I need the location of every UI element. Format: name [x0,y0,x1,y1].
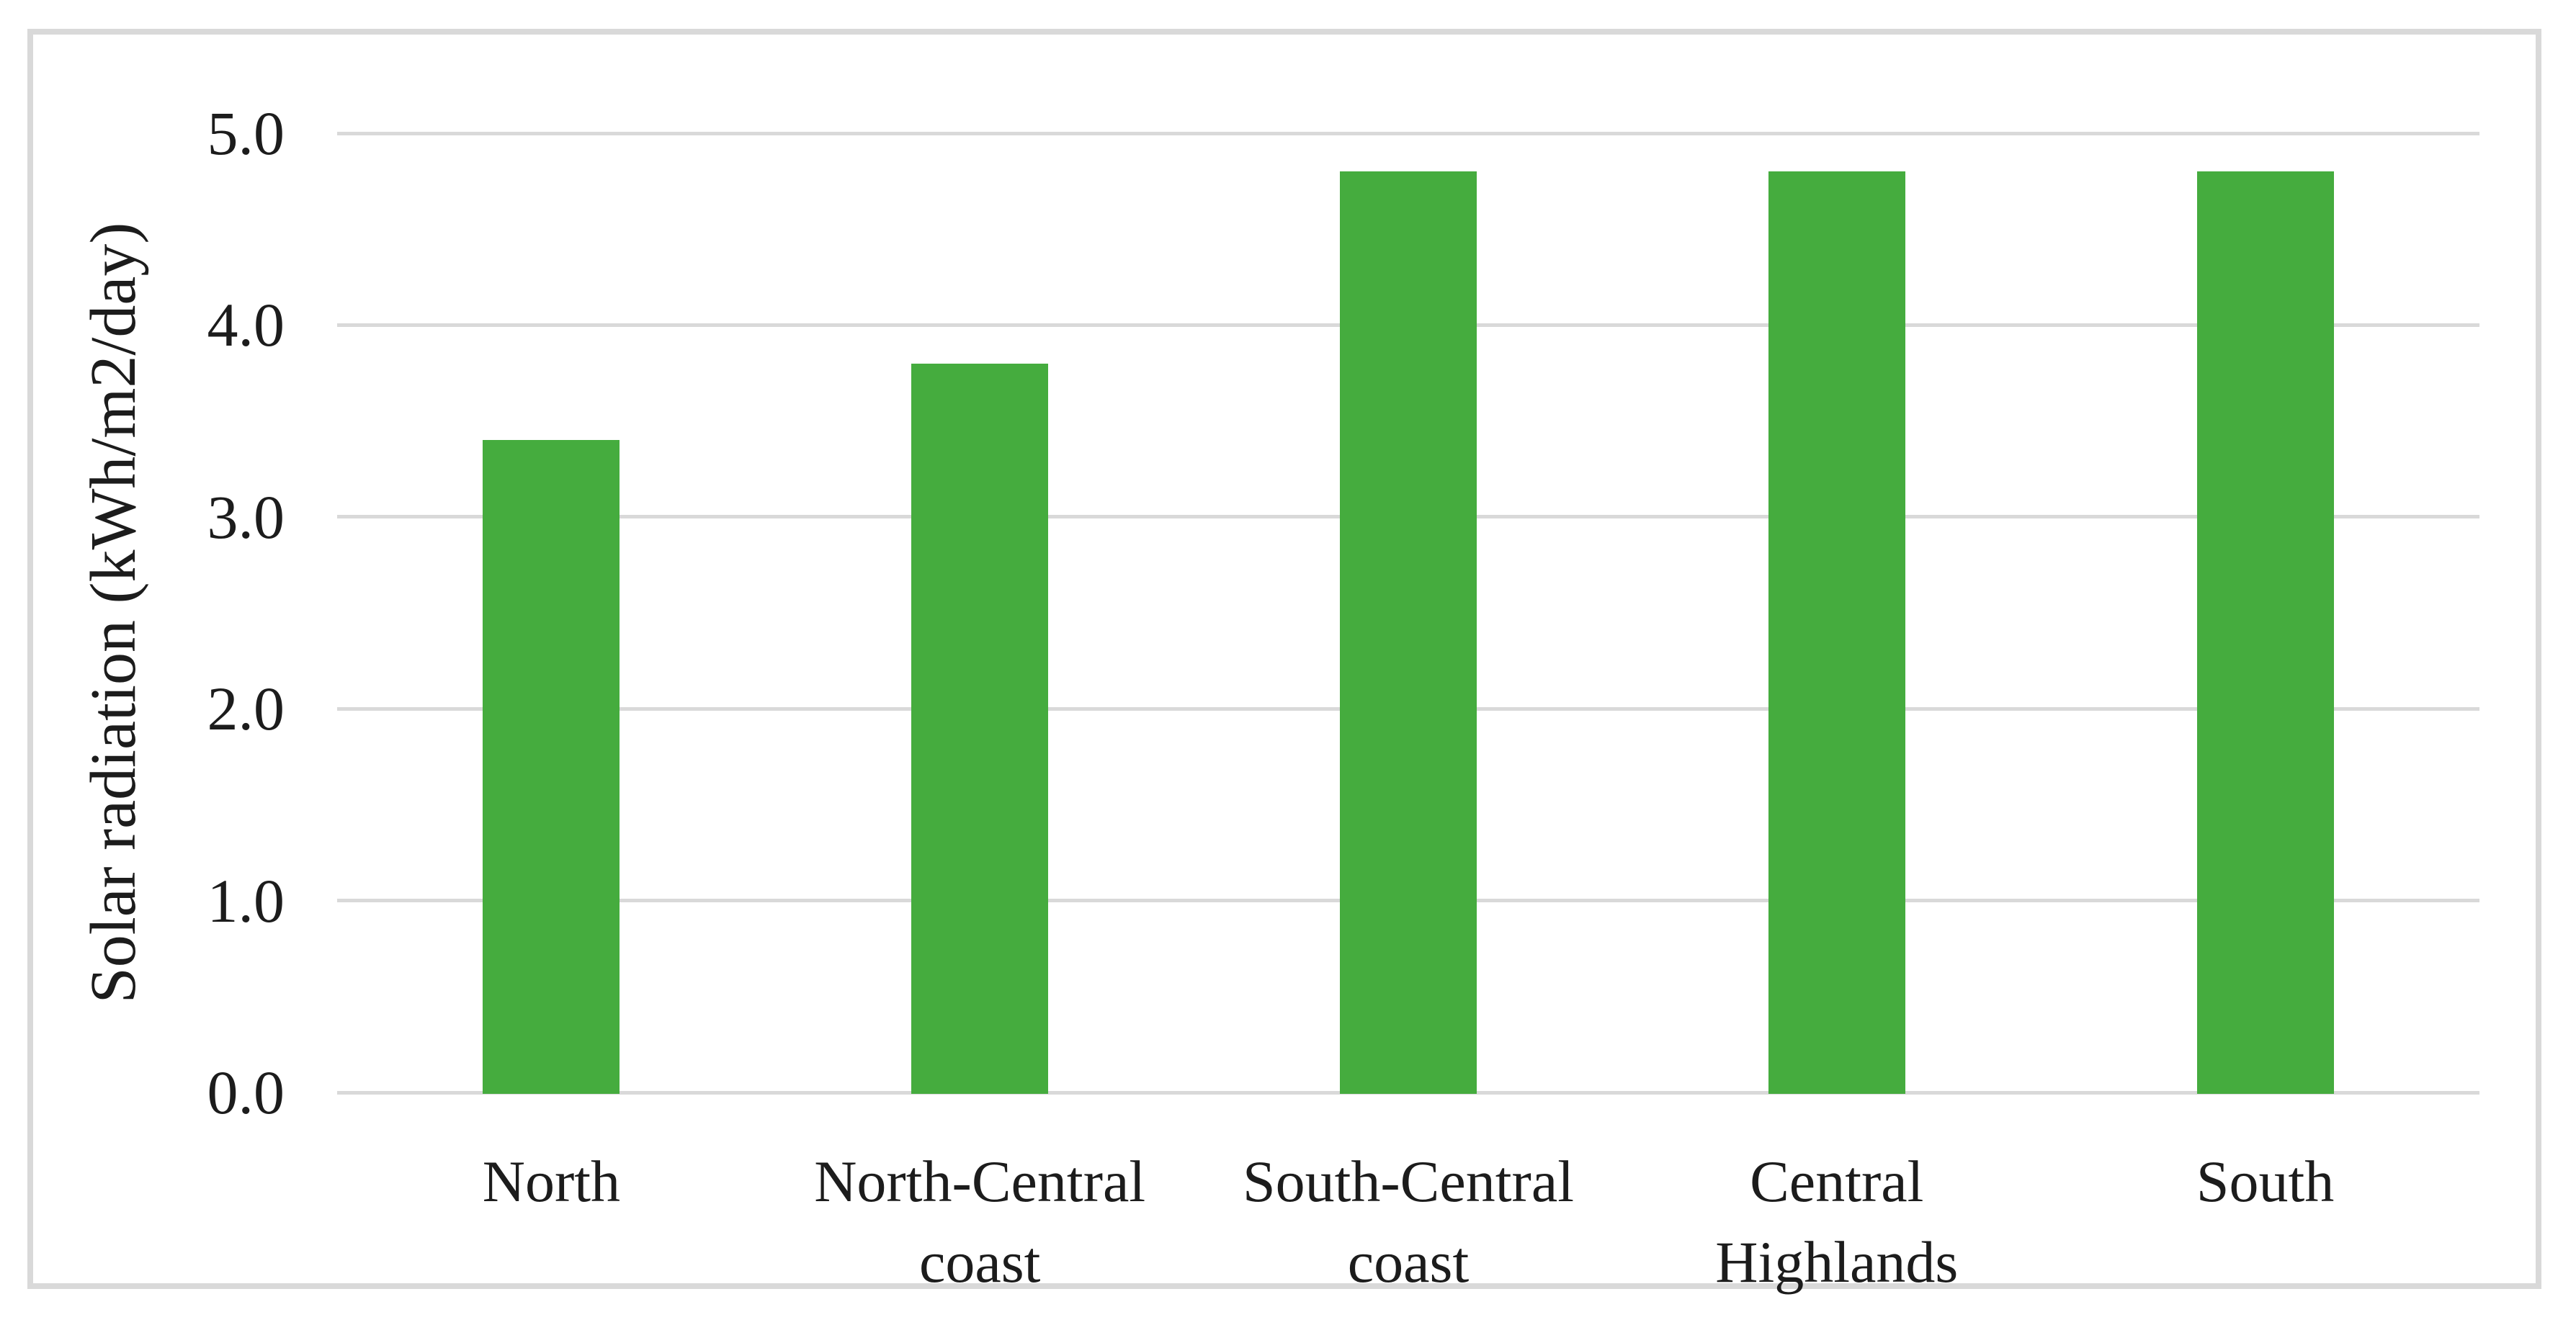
y-tick-label: 0.0 [207,1058,285,1127]
x-category-label-line: coast [918,1229,1041,1295]
bar-south [2196,171,2334,1095]
y-tick-label: 2.0 [207,674,285,744]
x-category-label: South [2028,1141,2503,1222]
x-category-label-line: North [482,1149,621,1214]
x-category-label-line: Central [1750,1149,1924,1214]
y-tick-label: 1.0 [207,866,285,935]
x-category-label: South-Central coast [1171,1141,1646,1302]
bar-north [483,440,620,1095]
y-tick-label: 3.0 [207,482,285,552]
x-category-label: North-Central coast [742,1141,1217,1302]
bar-south-central-coast [1340,171,1477,1095]
gridline-y-5 [337,131,2479,135]
y-tick-label: 4.0 [207,290,285,360]
x-category-label-line: coast [1347,1229,1470,1295]
x-category-label-line: Highlands [1715,1229,1959,1295]
y-tick-label: 5.0 [207,99,285,168]
x-category-label-line: North-Central [814,1149,1146,1214]
bar-north-central-coast [911,363,1049,1095]
x-category-label-line: South-Central [1242,1149,1575,1214]
chart-border-frame [27,29,2541,1289]
plot-area [337,131,2479,1095]
bar-central-highlands [1768,171,1905,1095]
x-category-label: North [313,1141,789,1222]
x-category-label: Central Highlands [1599,1141,2075,1302]
x-category-label-line: South [2196,1149,2335,1214]
